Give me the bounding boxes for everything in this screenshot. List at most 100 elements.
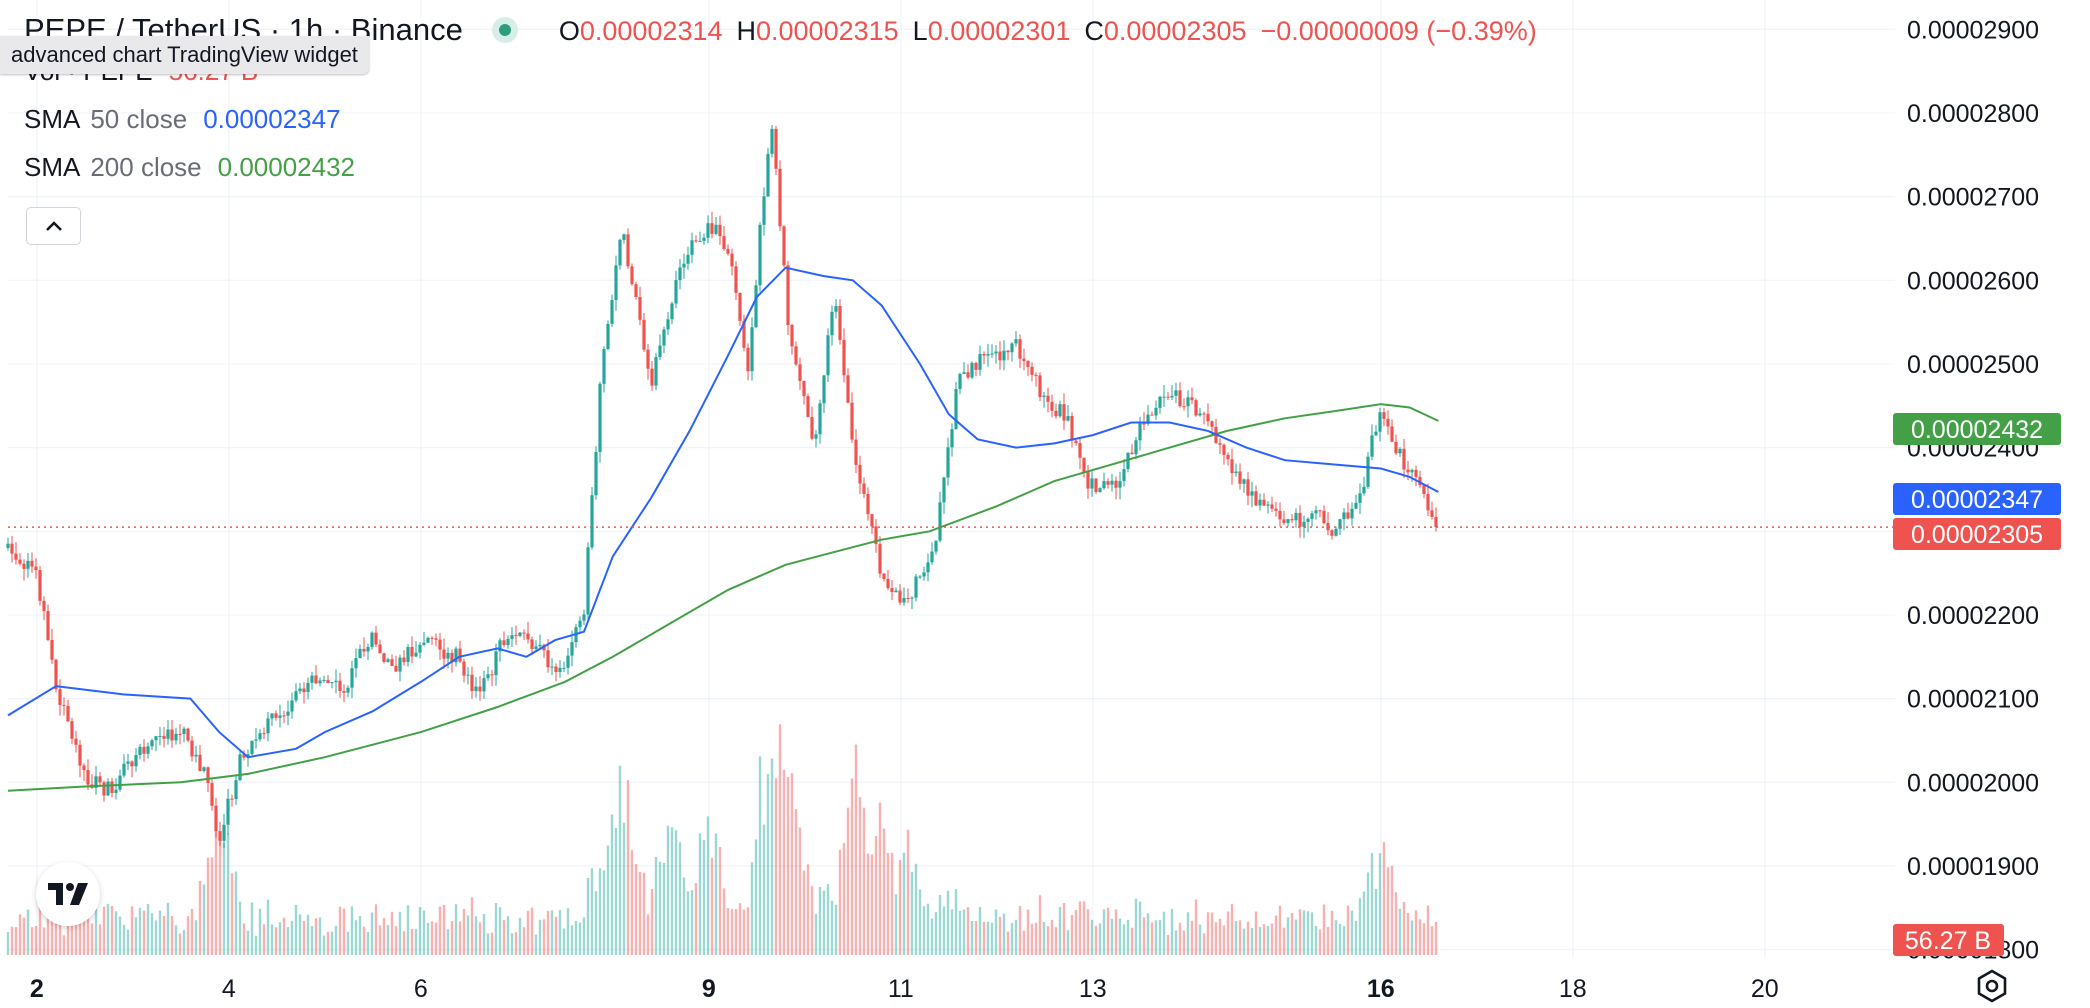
volume-bar [378, 925, 382, 955]
candle-body [118, 775, 122, 790]
volume-bar [1434, 921, 1438, 955]
candle-body [298, 688, 302, 692]
volume-bar [1182, 930, 1186, 955]
volume-bar [1086, 909, 1090, 955]
volume-bar [26, 909, 30, 955]
candle-body [854, 439, 858, 465]
candle-body [870, 514, 874, 527]
candle-body [166, 729, 170, 739]
volume-bar [242, 923, 246, 955]
candle-body [1034, 374, 1038, 376]
candle-body [402, 657, 406, 663]
volume-bar [846, 807, 850, 955]
candle-body [130, 761, 134, 767]
volume-bar [46, 909, 50, 955]
candle-body [1058, 404, 1062, 417]
volume-bar [1398, 908, 1402, 955]
candle-body [842, 339, 846, 376]
candle-body [942, 477, 946, 503]
candle-body [190, 740, 194, 757]
candle-body [242, 754, 246, 758]
volume-bar [994, 909, 998, 955]
x-tick-label: 13 [1079, 975, 1107, 1003]
candle-body [830, 311, 834, 336]
candle-body [506, 638, 510, 646]
volume-bar [350, 906, 354, 955]
volume-bar [542, 919, 546, 955]
volume-bar [1258, 926, 1262, 955]
volume-bar [806, 864, 810, 955]
sma50-legend-row[interactable]: SMA 50 close 0.00002347 [24, 106, 1537, 154]
volume-bar [1278, 905, 1282, 955]
volume-bar [670, 827, 674, 955]
volume-bar [754, 839, 758, 955]
volume-bar [66, 915, 70, 955]
candle-body [806, 396, 810, 417]
candle-body [1318, 510, 1322, 512]
candle-body [350, 668, 354, 688]
candle-body [178, 733, 182, 735]
candle-body [234, 780, 238, 799]
volume-bar [1162, 911, 1166, 955]
volume-bar [22, 917, 26, 955]
candle-body [714, 224, 718, 234]
volume-bar [1130, 927, 1134, 955]
volume-bar [202, 884, 206, 955]
candle-body [654, 357, 658, 386]
candle-body [1118, 481, 1122, 488]
candle-body [550, 666, 554, 668]
volume-bar [410, 928, 414, 955]
high-key: H [736, 16, 757, 46]
volume-bar [1206, 912, 1210, 955]
volume-bar [1410, 920, 1414, 955]
volume-bar [506, 916, 510, 955]
volume-bar [1366, 872, 1370, 955]
candle-body [918, 576, 922, 578]
candle-body [78, 744, 82, 766]
volume-bar [1174, 930, 1178, 955]
candle-body [1410, 469, 1414, 473]
candle-body [10, 543, 14, 554]
volume-bar [898, 860, 902, 955]
volume-bar [1074, 909, 1078, 955]
volume-bar [478, 922, 482, 955]
volume-bar [226, 833, 230, 955]
volume-bar [1298, 909, 1302, 955]
candle-body [330, 682, 334, 684]
price-label-bg [1893, 518, 2061, 550]
x-tick-label: 4 [222, 975, 236, 1003]
candle-body [1106, 481, 1110, 485]
volume-bar [234, 871, 238, 955]
volume-bar [758, 756, 762, 955]
collapse-legend-button[interactable] [26, 207, 81, 245]
candle-body [882, 573, 886, 579]
candle-body [1206, 413, 1210, 422]
volume-bar [162, 916, 166, 955]
y-tick-label: 0.00002200 [1907, 602, 2039, 630]
candle-body [1222, 444, 1226, 455]
volume-bar [1042, 922, 1046, 955]
change-value: −0.00000009 (−0.39%) [1260, 16, 1537, 46]
candle-body [458, 648, 462, 662]
tradingview-logo-icon[interactable] [36, 862, 100, 926]
volume-bar [598, 868, 602, 955]
candle-body [1282, 519, 1286, 524]
settings-hexagon-icon[interactable] [1974, 968, 2010, 1004]
volume-bar [470, 897, 474, 955]
candle-body [554, 666, 558, 672]
volume-bar [698, 833, 702, 955]
candle-body [446, 652, 450, 659]
candle-body [62, 704, 66, 706]
volume-bar [1330, 910, 1334, 955]
y-tick-label: 0.00002600 [1907, 267, 2039, 295]
volume-bar [710, 857, 714, 955]
sma200-legend-label: SMA [24, 152, 81, 182]
volume-bar [886, 853, 890, 955]
volume-bar [1018, 905, 1022, 955]
candle-body [606, 323, 610, 349]
volume-bar [814, 913, 818, 955]
candle-body [414, 652, 418, 657]
sma200-legend-row[interactable]: SMA 200 close 0.00002432 [24, 154, 1537, 202]
volume-bar [550, 910, 554, 955]
